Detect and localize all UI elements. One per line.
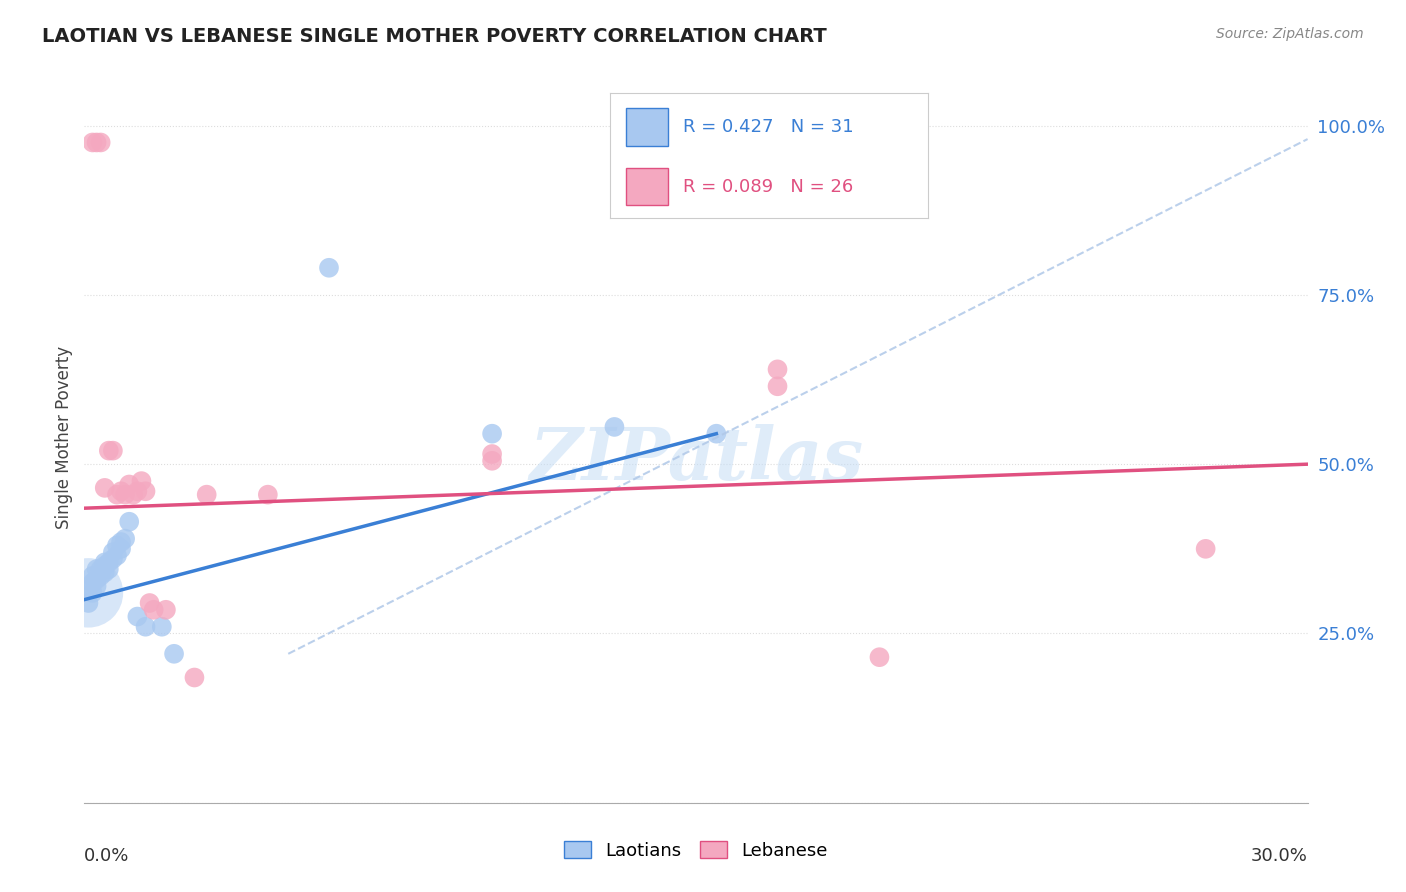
Point bbox=[127, 484, 149, 499]
Point bbox=[90, 136, 112, 150]
Point bbox=[93, 481, 115, 495]
Point bbox=[86, 136, 108, 150]
Point bbox=[183, 671, 205, 685]
Point bbox=[82, 136, 104, 150]
Point bbox=[257, 488, 280, 502]
Y-axis label: Single Mother Poverty: Single Mother Poverty bbox=[55, 345, 73, 529]
Point bbox=[105, 538, 128, 552]
Point bbox=[110, 535, 132, 549]
Point bbox=[135, 620, 157, 634]
Point bbox=[101, 552, 124, 566]
Point bbox=[155, 603, 177, 617]
Point bbox=[127, 609, 149, 624]
Legend: Laotians, Lebanese: Laotians, Lebanese bbox=[557, 834, 835, 867]
Point bbox=[90, 562, 112, 576]
Point bbox=[135, 484, 157, 499]
Point bbox=[86, 562, 108, 576]
Point bbox=[163, 647, 186, 661]
Point bbox=[105, 549, 128, 563]
Point bbox=[114, 488, 136, 502]
Point bbox=[86, 572, 108, 586]
Point bbox=[90, 569, 112, 583]
Text: Source: ZipAtlas.com: Source: ZipAtlas.com bbox=[1216, 27, 1364, 41]
Text: LAOTIAN VS LEBANESE SINGLE MOTHER POVERTY CORRELATION CHART: LAOTIAN VS LEBANESE SINGLE MOTHER POVERT… bbox=[42, 27, 827, 45]
Point bbox=[77, 586, 100, 600]
Point bbox=[82, 575, 104, 590]
Point bbox=[706, 426, 728, 441]
Point bbox=[150, 620, 173, 634]
Point bbox=[118, 477, 141, 491]
Point bbox=[101, 545, 124, 559]
Point bbox=[110, 541, 132, 556]
Point bbox=[766, 362, 789, 376]
Point bbox=[1195, 541, 1218, 556]
Point bbox=[105, 488, 128, 502]
Point bbox=[131, 474, 153, 488]
Point bbox=[93, 555, 115, 569]
Point bbox=[118, 515, 141, 529]
Point bbox=[82, 569, 104, 583]
Point bbox=[142, 603, 165, 617]
Point bbox=[138, 596, 160, 610]
Text: 30.0%: 30.0% bbox=[1251, 847, 1308, 864]
Point bbox=[869, 650, 891, 665]
Point bbox=[77, 596, 100, 610]
Point bbox=[318, 260, 340, 275]
Point bbox=[766, 379, 789, 393]
Point bbox=[603, 420, 626, 434]
Text: ZIPatlas: ZIPatlas bbox=[529, 424, 863, 494]
Point bbox=[93, 566, 115, 580]
Point bbox=[97, 562, 120, 576]
Point bbox=[77, 582, 100, 597]
Point bbox=[481, 426, 503, 441]
Point bbox=[82, 586, 104, 600]
Point bbox=[97, 555, 120, 569]
Point bbox=[86, 579, 108, 593]
Point bbox=[122, 488, 145, 502]
Point bbox=[97, 443, 120, 458]
Point bbox=[481, 454, 503, 468]
Point bbox=[481, 447, 503, 461]
Point bbox=[195, 488, 218, 502]
Point bbox=[101, 443, 124, 458]
Point bbox=[114, 532, 136, 546]
Text: 0.0%: 0.0% bbox=[84, 847, 129, 864]
Point bbox=[93, 558, 115, 573]
Point bbox=[110, 484, 132, 499]
